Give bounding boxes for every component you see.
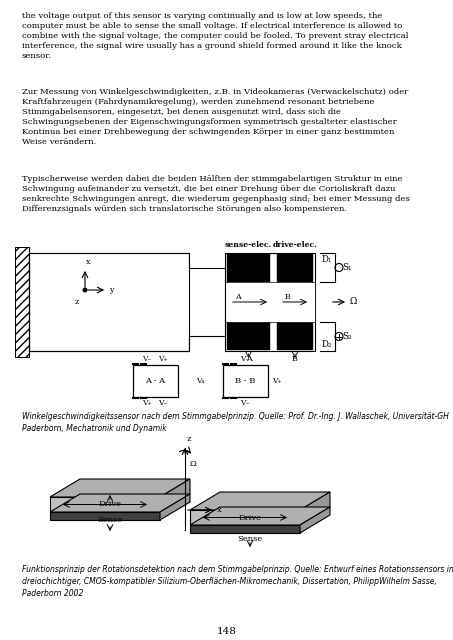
- Bar: [15, 247, 29, 357]
- Text: x: x: [217, 506, 222, 514]
- Text: V₋: V₋: [142, 355, 152, 363]
- Text: S₁: S₁: [342, 263, 352, 272]
- Text: B: B: [285, 293, 291, 301]
- Polygon shape: [190, 510, 300, 525]
- Polygon shape: [50, 512, 160, 520]
- Text: Funktionsprinzip der Rotationsdetektion nach dem Stimmgabelprinzip. Quelle: Entw: Funktionsprinzip der Rotationsdetektion …: [22, 565, 453, 598]
- Text: z: z: [187, 435, 191, 443]
- Text: S₂: S₂: [342, 332, 352, 341]
- Text: V₋: V₋: [158, 399, 168, 407]
- Text: Sense: Sense: [97, 516, 123, 524]
- Bar: [225, 253, 315, 351]
- Text: x: x: [86, 258, 91, 266]
- Text: Typischerweise werden dabei die beiden Hälften der stimmgabelartigen Struktur in: Typischerweise werden dabei die beiden H…: [22, 175, 410, 213]
- Bar: [227, 254, 270, 282]
- Polygon shape: [50, 479, 190, 497]
- Text: A: A: [235, 293, 241, 301]
- Circle shape: [83, 288, 87, 292]
- Text: A: A: [246, 355, 251, 363]
- Text: Winkelgeschwindigkeitssensor nach dem Stimmgabelprinzip. Quelle: Prof. Dr.-Ing. : Winkelgeschwindigkeitssensor nach dem St…: [22, 412, 449, 433]
- Text: V₋: V₋: [240, 355, 250, 363]
- Polygon shape: [190, 525, 300, 533]
- Text: V₊: V₊: [273, 377, 282, 385]
- Text: D₂: D₂: [322, 340, 332, 349]
- Text: 148: 148: [217, 627, 236, 636]
- Text: B: B: [292, 355, 298, 363]
- Polygon shape: [190, 492, 330, 510]
- Text: drive-elec.: drive-elec.: [273, 241, 318, 249]
- Polygon shape: [160, 494, 190, 520]
- Text: Zur Messung von Winkelgeschwindigkeiten, z.B. in Videokameras (Verwackelschutz) : Zur Messung von Winkelgeschwindigkeiten,…: [22, 88, 408, 147]
- Text: z: z: [75, 298, 79, 306]
- Bar: [222, 365, 268, 397]
- Bar: [189, 253, 225, 268]
- Polygon shape: [50, 494, 190, 512]
- Text: A - A: A - A: [145, 377, 165, 385]
- Text: D₁: D₁: [322, 255, 333, 264]
- Text: Ω: Ω: [190, 460, 197, 468]
- Polygon shape: [190, 507, 330, 525]
- Text: Vₐ: Vₐ: [196, 377, 204, 385]
- Text: Ω: Ω: [350, 298, 357, 307]
- Text: the voltage output of this sensor is varying continually and is low at low speed: the voltage output of this sensor is var…: [22, 12, 409, 60]
- Polygon shape: [160, 479, 190, 512]
- Bar: [277, 254, 313, 282]
- Bar: [225, 282, 315, 322]
- Bar: [189, 336, 225, 351]
- Text: B - B: B - B: [235, 377, 255, 385]
- Text: y: y: [109, 286, 114, 294]
- Text: Drive: Drive: [98, 500, 121, 509]
- Polygon shape: [300, 492, 330, 525]
- Text: V₋: V₋: [240, 399, 250, 407]
- Polygon shape: [50, 497, 160, 512]
- Text: V₊: V₊: [158, 355, 168, 363]
- Bar: [227, 322, 270, 350]
- Bar: [29, 253, 189, 351]
- Text: sense-elec.: sense-elec.: [225, 241, 272, 249]
- Bar: [132, 365, 178, 397]
- Text: V₊: V₊: [142, 399, 152, 407]
- Text: Sense: Sense: [237, 535, 263, 543]
- Polygon shape: [300, 507, 330, 533]
- Text: Drive: Drive: [238, 513, 261, 522]
- Bar: [277, 322, 313, 350]
